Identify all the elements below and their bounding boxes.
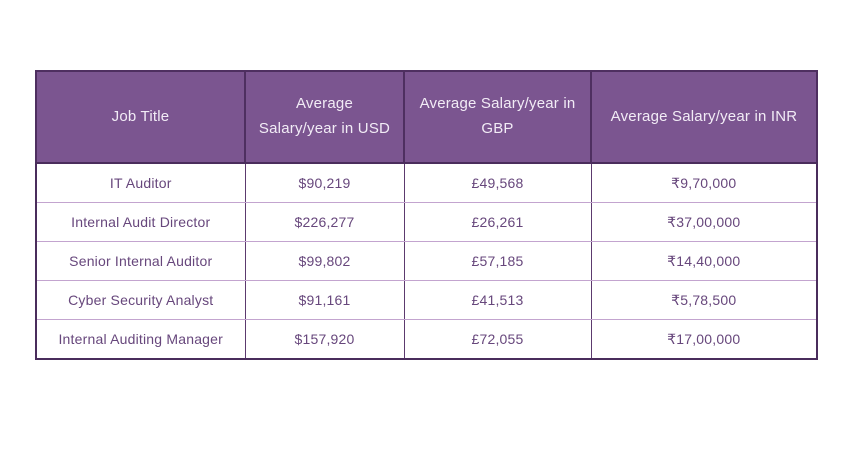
cell-job-title: Internal Audit Director [35,202,246,242]
header-job-title: Job Title [35,70,246,164]
cell-job-title: Internal Auditing Manager [35,319,246,360]
table-header: Job Title Average Salary/year in USD Ave… [35,70,818,164]
cell-inr-salary: ₹17,00,000 [590,319,818,360]
header-inr-salary: Average Salary/year in INR [590,70,818,164]
cell-usd-salary: $90,219 [244,162,405,203]
header-gbp-salary: Average Salary/year in GBP [403,70,592,164]
table-body: IT Auditor $90,219 £49,568 ₹9,70,000 Int… [35,162,818,360]
cell-inr-salary: ₹14,40,000 [590,241,818,281]
table-row: Senior Internal Auditor $99,802 £57,185 … [35,241,818,281]
cell-job-title: Senior Internal Auditor [35,241,246,281]
cell-gbp-salary: £41,513 [403,280,592,320]
cell-inr-salary: ₹5,78,500 [590,280,818,320]
header-row: Job Title Average Salary/year in USD Ave… [35,70,818,164]
table-row: Internal Auditing Manager $157,920 £72,0… [35,319,818,360]
cell-job-title: Cyber Security Analyst [35,280,246,320]
cell-usd-salary: $157,920 [244,319,405,360]
cell-job-title: IT Auditor [35,162,246,203]
table-row: Internal Audit Director $226,277 £26,261… [35,202,818,242]
salary-comparison-table: Job Title Average Salary/year in USD Ave… [35,70,818,360]
header-usd-salary: Average Salary/year in USD [244,70,405,164]
cell-inr-salary: ₹9,70,000 [590,162,818,203]
cell-gbp-salary: £72,055 [403,319,592,360]
cell-usd-salary: $99,802 [244,241,405,281]
table-row: IT Auditor $90,219 £49,568 ₹9,70,000 [35,162,818,203]
cell-gbp-salary: £49,568 [403,162,592,203]
cell-gbp-salary: £57,185 [403,241,592,281]
cell-gbp-salary: £26,261 [403,202,592,242]
cell-usd-salary: $91,161 [244,280,405,320]
cell-inr-salary: ₹37,00,000 [590,202,818,242]
cell-usd-salary: $226,277 [244,202,405,242]
table-row: Cyber Security Analyst $91,161 £41,513 ₹… [35,280,818,320]
